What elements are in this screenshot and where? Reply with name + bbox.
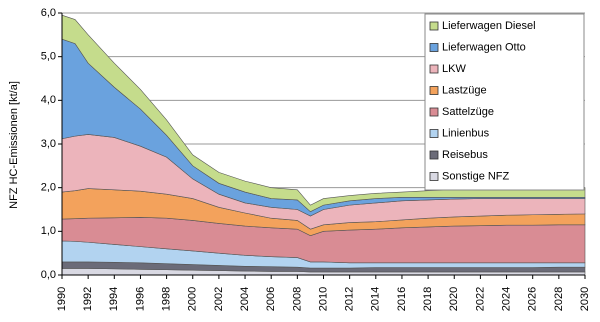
legend-label: Lieferwagen Diesel [442, 20, 536, 32]
x-tick-label: 1996 [134, 287, 146, 311]
y-tick-label: 5,0 [41, 51, 56, 63]
area [61, 14, 586, 213]
x-tick-label: 2012 [344, 287, 356, 311]
legend-box [424, 13, 585, 191]
legend-swatch [429, 64, 439, 74]
legend-label: Sattelzüge [442, 106, 494, 118]
x-tick-label: 1998 [161, 287, 173, 311]
x-tick-label: 2024 [500, 287, 512, 311]
y-tick-label: 1,0 [41, 225, 56, 237]
y-tick-label: 6,0 [41, 7, 56, 19]
x-tick-label: 2022 [474, 287, 486, 311]
x-tick-label: 2026 [527, 287, 539, 311]
x-tick-label: 2006 [265, 287, 277, 311]
x-tick-label: 2016 [396, 287, 408, 311]
x-tick-label: 1992 [82, 287, 94, 311]
x-tick-label: 2008 [291, 287, 303, 311]
legend-label: LKW [442, 63, 466, 75]
legend-swatch [429, 86, 439, 95]
x-tick-label: 2010 [317, 287, 329, 311]
legend-label: Lastzüge [442, 84, 487, 96]
x-tick-label: 1994 [108, 287, 120, 311]
x-tick-label: 2014 [370, 287, 382, 311]
legend-label: Sonstige NFZ [442, 170, 510, 182]
y-tick-label: 0,0 [41, 269, 56, 281]
legend-label: Lieferwagen Otto [442, 41, 526, 53]
y-tick-label: 2,0 [41, 182, 56, 194]
x-tick-label: 2004 [239, 287, 251, 311]
legend-label: Linienbus [442, 127, 490, 139]
y-tick-label: 4,0 [41, 94, 56, 106]
x-tick-label: 1990 [56, 287, 68, 311]
x-tick-label: 2030 [579, 287, 591, 311]
legend-label: Reisebus [442, 149, 488, 161]
legend-swatch [429, 107, 439, 117]
legend-swatch [429, 129, 439, 138]
legend-swatch [429, 21, 439, 31]
x-tick-label: 2028 [553, 287, 565, 311]
x-tick-label: 2018 [422, 287, 434, 311]
legend-swatch [429, 150, 439, 160]
legend-swatch [429, 172, 439, 181]
legend-swatch [429, 43, 439, 52]
x-tick-label: 2002 [213, 287, 225, 311]
y-tick-label: 3,0 [41, 138, 56, 150]
x-tick-label: 2000 [187, 287, 199, 311]
x-tick-label: 2020 [448, 287, 460, 311]
y-axis-label: NFZ HC-Emissionen [kt/a] [8, 81, 20, 209]
